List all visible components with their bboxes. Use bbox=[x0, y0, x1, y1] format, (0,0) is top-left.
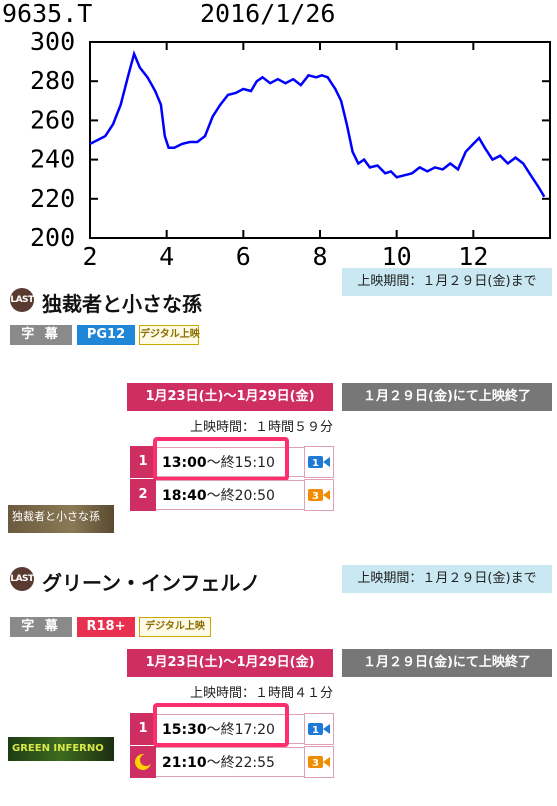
screening-period: 上映期間：１月２９日(金)まで bbox=[342, 268, 552, 296]
end-notice: １月２９日(金)にて上映終了 bbox=[342, 649, 552, 677]
svg-text:3: 3 bbox=[312, 491, 319, 502]
x-tick-label: 4 bbox=[159, 242, 174, 271]
showtime-end: 〜終22:55 bbox=[206, 755, 275, 771]
screen-3-icon: 3 bbox=[304, 479, 334, 511]
chart-date: 2016/1/26 bbox=[200, 0, 335, 28]
y-tick-label: 200 bbox=[30, 223, 75, 252]
rating-tag: R18+ bbox=[77, 617, 135, 637]
screen-3-icon: 3 bbox=[304, 746, 334, 778]
screening-period: 上映期間：１月２９日(金)まで bbox=[342, 565, 552, 593]
showtime-cell[interactable]: 18:40〜終20:50 bbox=[156, 480, 304, 510]
y-tick-label: 240 bbox=[30, 145, 75, 174]
movie-thumbnail[interactable]: GREEN INFERNO bbox=[8, 737, 114, 761]
x-tick-label: 12 bbox=[458, 242, 488, 271]
date-range: 1月23日(土)〜1月29日(金) bbox=[127, 649, 333, 677]
y-tick-label: 220 bbox=[30, 184, 75, 213]
digital-tag: デジタル上映 bbox=[139, 617, 211, 637]
price-line bbox=[89, 49, 546, 198]
movie-thumbnail[interactable]: 独裁者と小さな孫 bbox=[8, 505, 114, 533]
showtime-end: 〜終20:50 bbox=[206, 488, 275, 504]
movie-title[interactable]: グリーン・インフェルノ bbox=[42, 571, 261, 595]
svg-text:1: 1 bbox=[312, 458, 319, 469]
last-badge: LAST bbox=[10, 288, 34, 312]
last-badge: LAST bbox=[10, 567, 34, 591]
showtime-start: 13:00 bbox=[162, 455, 207, 471]
end-notice: １月２９日(金)にて上映終了 bbox=[342, 383, 552, 411]
showtime-number: 2 bbox=[130, 479, 156, 511]
y-tick-label: 300 bbox=[30, 27, 75, 56]
runtime: 上映時間：１時間４１分 bbox=[189, 686, 333, 701]
showtime-highlight bbox=[153, 437, 289, 481]
showtime-start: 15:30 bbox=[162, 722, 207, 738]
showtime-cell[interactable]: 13:00〜終15:10 bbox=[156, 447, 304, 477]
subtitle-tag: 字 幕 bbox=[10, 617, 72, 637]
showtime-cell[interactable]: 21:10〜終22:55 bbox=[156, 747, 304, 777]
y-axis: 300 280 260 240 220 200 bbox=[30, 27, 550, 252]
y-tick-label: 260 bbox=[30, 105, 75, 134]
runtime: 上映時間：１時間５９分 bbox=[189, 420, 333, 435]
x-tick-label: 2 bbox=[82, 242, 97, 271]
x-tick-label: 8 bbox=[312, 242, 327, 271]
showtime-number: 1 bbox=[130, 713, 156, 745]
svg-text:1: 1 bbox=[312, 725, 319, 736]
showtime-start: 21:10 bbox=[162, 755, 207, 771]
showtime-end: 〜終15:10 bbox=[206, 455, 275, 471]
late-show-moon-icon bbox=[130, 746, 156, 778]
digital-tag: デジタル上映 bbox=[139, 325, 200, 345]
showtime-start: 18:40 bbox=[162, 488, 207, 504]
subtitle-tag: 字 幕 bbox=[10, 325, 72, 345]
movie-title[interactable]: 独裁者と小さな孫 bbox=[42, 292, 202, 316]
stock-chart: 9635.T 2016/1/26 300 280 260 240 220 200 2 4 6 8… bbox=[0, 0, 557, 272]
y-tick-label: 280 bbox=[30, 66, 75, 95]
x-axis: 2 4 6 8 10 12 bbox=[82, 42, 488, 271]
showtime-end: 〜終17:20 bbox=[206, 722, 275, 738]
showtime-highlight bbox=[153, 703, 289, 747]
chart-ticker: 9635.T bbox=[2, 0, 92, 28]
showtime-number: 1 bbox=[130, 446, 156, 478]
stock-chart-svg: 9635.T 2016/1/26 300 280 260 240 220 200 2 4 6 8… bbox=[2, 0, 551, 271]
x-tick-label: 10 bbox=[382, 242, 412, 271]
x-tick-label: 6 bbox=[236, 242, 251, 271]
screen-1-icon: 1 bbox=[304, 446, 334, 478]
svg-text:3: 3 bbox=[312, 758, 319, 769]
rating-tag: PG12 bbox=[77, 325, 135, 345]
chart-series bbox=[89, 49, 546, 198]
screen-1-icon: 1 bbox=[304, 713, 334, 745]
date-range: 1月23日(土)〜1月29日(金) bbox=[127, 383, 333, 411]
